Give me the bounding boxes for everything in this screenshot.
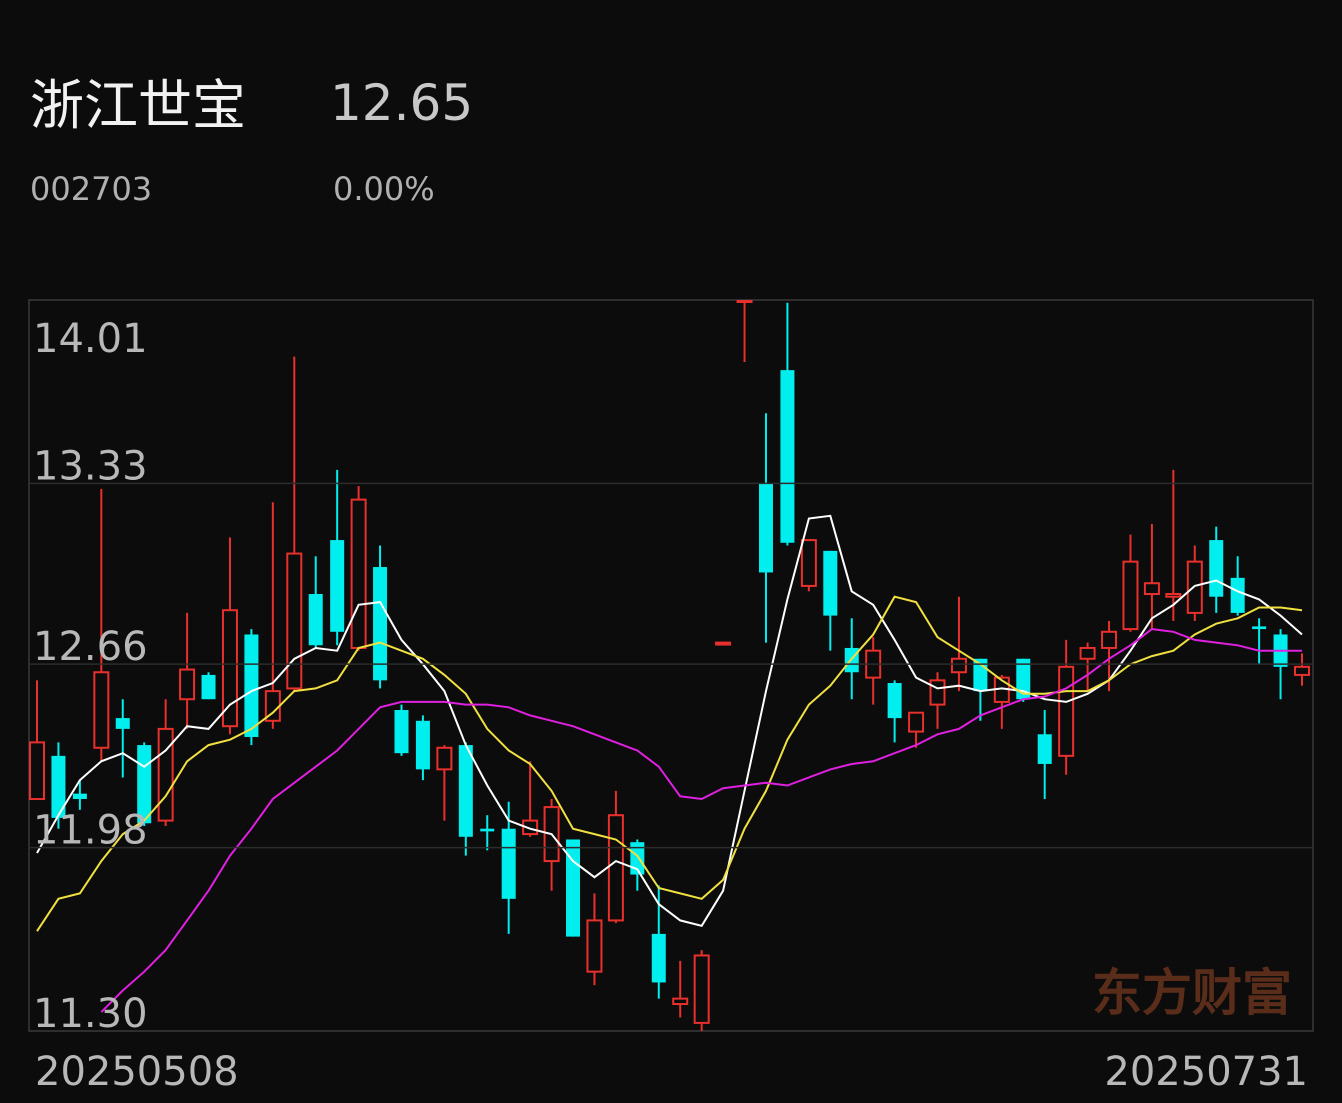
candle-body [51, 755, 66, 818]
candle-body [308, 594, 323, 646]
candle-body [373, 567, 388, 681]
candle-body [1122, 560, 1139, 631]
candle-body [1165, 593, 1182, 598]
candle-body [672, 997, 689, 1006]
candle-body [693, 954, 710, 1024]
plot-frame [28, 299, 1314, 1032]
candle-body [586, 919, 603, 973]
candle-body [630, 842, 645, 875]
y-tick-label: 13.33 [33, 443, 148, 489]
candle-body [157, 727, 174, 822]
candle-body [480, 828, 495, 832]
candle-body [1143, 582, 1160, 596]
candle-body [607, 814, 624, 922]
candle-body [800, 539, 817, 587]
x-tick-label: 20250731 [1104, 1049, 1308, 1095]
candle-body [651, 933, 666, 983]
candle-body [1079, 646, 1096, 660]
plot-area [29, 300, 1310, 1031]
candle-body [115, 718, 130, 729]
candle-body [929, 679, 946, 706]
stock-name: 浙江世宝 [30, 74, 246, 137]
candle-body [1037, 734, 1052, 764]
y-tick-label: 11.98 [33, 808, 148, 854]
candle-body [179, 668, 196, 701]
candle-body [415, 720, 430, 770]
candle-body [715, 641, 732, 646]
candle-body [286, 552, 303, 690]
y-tick-label: 14.01 [33, 316, 148, 362]
candle-body [1252, 626, 1267, 630]
candle-body [1101, 630, 1118, 649]
candle-body [1016, 658, 1031, 700]
candle-body [458, 745, 473, 837]
candle-body [201, 674, 216, 700]
candle-body [908, 711, 925, 733]
candle-body [221, 609, 238, 728]
candle-body [350, 498, 367, 649]
candle-body [29, 741, 45, 801]
stock-price: 12.65 [330, 74, 473, 132]
moving-average-line [36, 514, 1303, 927]
candle-body [1294, 665, 1310, 676]
y-tick-label: 12.66 [33, 624, 148, 670]
candle-body [522, 819, 539, 836]
candle-body [950, 657, 967, 674]
candle-body [758, 483, 773, 573]
candle-body [1209, 540, 1224, 597]
candle-body [736, 300, 753, 303]
candle-body [72, 793, 87, 800]
stock-code: 002703 [30, 170, 152, 208]
candle-body [436, 746, 453, 771]
candle-body [501, 828, 516, 899]
y-tick-label: 11.30 [33, 991, 148, 1037]
candle-body [887, 683, 902, 719]
candle-body [1058, 665, 1075, 757]
candle-body [823, 550, 838, 616]
moving-average-line [36, 595, 1303, 932]
candle-body [93, 671, 110, 749]
x-tick-label: 20250508 [35, 1049, 239, 1095]
price-change: 0.00% [333, 170, 435, 208]
candle-body [1230, 577, 1245, 613]
candle-body [394, 710, 409, 754]
candle-body [780, 370, 795, 543]
candle-body [1186, 560, 1203, 614]
watermark: 东方财富 [1092, 964, 1292, 1022]
candle-body [244, 634, 259, 737]
candle-body [330, 540, 345, 632]
